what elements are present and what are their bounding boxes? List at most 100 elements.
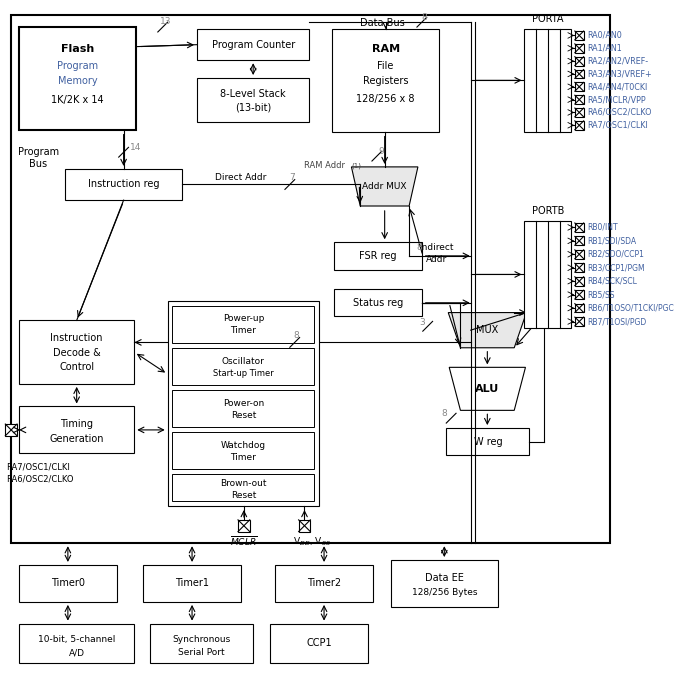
Bar bbox=[574, 70, 584, 78]
Bar bbox=[574, 95, 584, 104]
Bar bbox=[574, 290, 584, 299]
Bar bbox=[334, 242, 422, 270]
Bar bbox=[574, 250, 584, 259]
Text: RA0/AN0: RA0/AN0 bbox=[587, 31, 622, 40]
Polygon shape bbox=[448, 312, 527, 347]
Bar bbox=[574, 304, 584, 312]
Text: RB0/INT: RB0/INT bbox=[587, 223, 617, 232]
Text: 128/256 Bytes: 128/256 Bytes bbox=[412, 587, 477, 597]
Bar bbox=[574, 317, 584, 326]
Text: Status reg: Status reg bbox=[353, 298, 403, 308]
Bar bbox=[574, 121, 584, 130]
Text: File: File bbox=[378, 62, 394, 71]
Bar bbox=[574, 31, 584, 40]
Bar bbox=[150, 623, 253, 662]
Text: Program: Program bbox=[57, 62, 98, 71]
Bar bbox=[574, 108, 584, 117]
Text: Direct Addr: Direct Addr bbox=[216, 173, 267, 182]
Bar bbox=[19, 320, 134, 384]
Text: Memory: Memory bbox=[58, 76, 98, 86]
Text: Program: Program bbox=[18, 147, 59, 158]
Text: Addr MUX: Addr MUX bbox=[362, 182, 407, 191]
Bar bbox=[19, 27, 137, 130]
Text: RB7/T1OSI/PGD: RB7/T1OSI/PGD bbox=[587, 317, 647, 326]
Text: 3: 3 bbox=[419, 318, 425, 327]
Text: Addr: Addr bbox=[426, 256, 447, 264]
Bar bbox=[275, 565, 373, 602]
Text: Indirect: Indirect bbox=[419, 243, 454, 251]
Text: RB2/SDO/CCP1: RB2/SDO/CCP1 bbox=[587, 249, 644, 259]
Text: 8: 8 bbox=[441, 409, 447, 418]
Bar bbox=[19, 565, 116, 602]
Bar bbox=[143, 565, 241, 602]
Text: ALU: ALU bbox=[475, 384, 500, 394]
Bar bbox=[11, 16, 610, 544]
Bar bbox=[574, 264, 584, 272]
Text: Decode &: Decode & bbox=[53, 347, 100, 358]
Text: RA6/OSC2/CLKO: RA6/OSC2/CLKO bbox=[587, 108, 651, 117]
Text: RA2/AN2/VREF-: RA2/AN2/VREF- bbox=[587, 57, 648, 66]
Text: Timer: Timer bbox=[231, 326, 256, 335]
Text: PORTB: PORTB bbox=[532, 206, 564, 216]
Bar bbox=[168, 301, 319, 506]
Text: 13: 13 bbox=[160, 17, 171, 26]
Text: Serial Port: Serial Port bbox=[178, 648, 225, 657]
Text: RAM Addr: RAM Addr bbox=[304, 162, 346, 170]
Bar bbox=[574, 57, 584, 66]
Bar bbox=[197, 29, 309, 60]
Text: RB1/SDI/SDA: RB1/SDI/SDA bbox=[587, 237, 636, 245]
Text: W reg: W reg bbox=[473, 437, 502, 447]
Polygon shape bbox=[449, 367, 525, 410]
Bar bbox=[574, 82, 584, 91]
Bar bbox=[332, 29, 439, 132]
Text: RA5/MCLR/VPP: RA5/MCLR/VPP bbox=[587, 95, 646, 104]
Text: Program Counter: Program Counter bbox=[211, 40, 295, 49]
Text: 9: 9 bbox=[378, 147, 384, 155]
Text: Data EE: Data EE bbox=[425, 573, 464, 583]
Text: Instruction: Instruction bbox=[51, 333, 103, 343]
Text: Instruction reg: Instruction reg bbox=[88, 180, 159, 189]
Text: 8: 8 bbox=[416, 243, 422, 251]
Bar bbox=[270, 623, 368, 662]
Text: RA4/AN4/T0CKI: RA4/AN4/T0CKI bbox=[587, 82, 647, 91]
Bar bbox=[525, 220, 572, 329]
Text: 14: 14 bbox=[130, 143, 141, 152]
Bar bbox=[173, 347, 314, 385]
Text: Brown-out: Brown-out bbox=[220, 479, 267, 488]
Text: Data Bus: Data Bus bbox=[360, 18, 405, 28]
Bar bbox=[238, 520, 249, 531]
Bar bbox=[299, 520, 310, 531]
Text: Control: Control bbox=[59, 362, 94, 372]
Bar bbox=[173, 306, 314, 343]
Text: Bus: Bus bbox=[30, 159, 48, 169]
Bar bbox=[173, 432, 314, 469]
Text: Reset: Reset bbox=[231, 491, 256, 500]
Text: 128/256 x 8: 128/256 x 8 bbox=[356, 95, 415, 104]
Bar bbox=[574, 276, 584, 285]
Text: Reset: Reset bbox=[231, 411, 256, 420]
Text: RA3/AN3/VREF+: RA3/AN3/VREF+ bbox=[587, 70, 651, 78]
Text: Watchdog: Watchdog bbox=[221, 441, 266, 450]
Text: V$_{DD}$, V$_{SS}$: V$_{DD}$, V$_{SS}$ bbox=[293, 535, 331, 548]
Bar bbox=[574, 237, 584, 245]
Bar bbox=[65, 169, 182, 200]
Bar bbox=[173, 390, 314, 427]
Text: RA6/OSC2/CLKO: RA6/OSC2/CLKO bbox=[6, 475, 73, 483]
Bar bbox=[391, 560, 498, 607]
Text: Timer0: Timer0 bbox=[51, 579, 85, 588]
Text: (13-bit): (13-bit) bbox=[235, 102, 271, 112]
Text: Timer2: Timer2 bbox=[307, 579, 341, 588]
Text: $\overline{MCLR}$: $\overline{MCLR}$ bbox=[230, 535, 258, 548]
Bar bbox=[574, 44, 584, 53]
Text: RA1/AN1: RA1/AN1 bbox=[587, 44, 622, 53]
Text: Generation: Generation bbox=[49, 434, 104, 443]
Bar bbox=[19, 623, 134, 662]
Text: RB6/T1OSO/T1CKI/PGC: RB6/T1OSO/T1CKI/PGC bbox=[587, 304, 674, 312]
Text: 10-bit, 5-channel: 10-bit, 5-channel bbox=[38, 635, 115, 644]
Text: (1): (1) bbox=[351, 163, 361, 169]
Text: 1K/2K x 14: 1K/2K x 14 bbox=[51, 95, 104, 105]
Bar bbox=[6, 424, 17, 436]
Text: 7: 7 bbox=[289, 173, 295, 182]
Text: PORTA: PORTA bbox=[532, 14, 563, 24]
Text: RA7/OSC1/CLKI: RA7/OSC1/CLKI bbox=[6, 462, 70, 472]
